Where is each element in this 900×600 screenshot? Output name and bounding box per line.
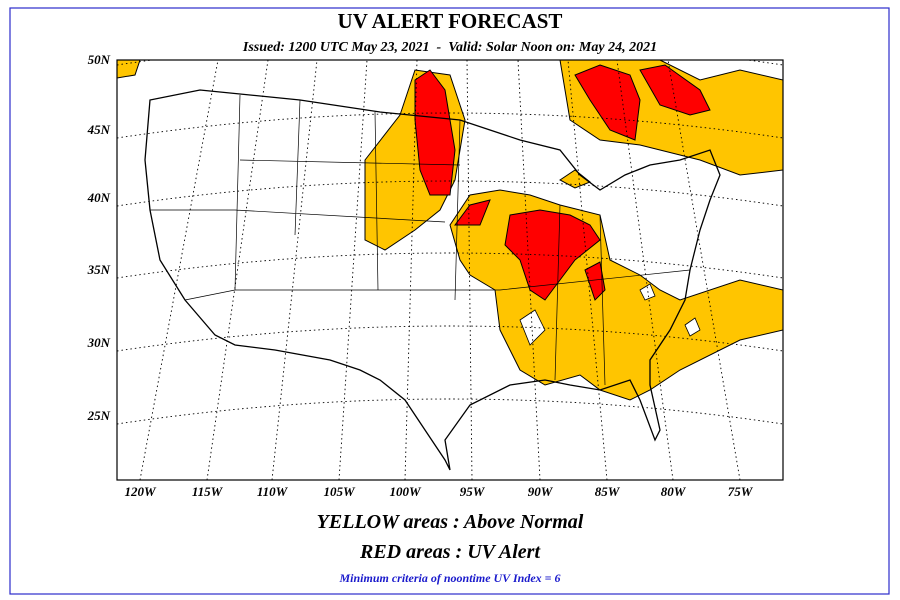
lon-label: 95W <box>460 484 486 499</box>
lat-labels: 50N 45N 40N 35N 30N 25N <box>87 52 111 423</box>
legend-red: RED areas : UV Alert <box>359 541 541 563</box>
lat-label: 40N <box>87 190 111 205</box>
lon-label: 120W <box>124 484 157 499</box>
lat-label: 45N <box>87 122 111 137</box>
red-areas <box>414 64 711 301</box>
us-outline <box>144 89 721 471</box>
lon-labels: 120W 115W 110W 105W 100W 95W 90W 85W 80W… <box>124 484 753 499</box>
footnote: Minimum criteria of noontime UV Index = … <box>339 571 561 585</box>
lon-label: 105W <box>323 484 356 499</box>
subtitle: Issued: 1200 UTC May 23, 2021 - Valid: S… <box>242 40 657 55</box>
lon-label: 110W <box>257 484 289 499</box>
legend-yellow: YELLOW areas : Above Normal <box>317 511 584 533</box>
map-border <box>116 59 784 481</box>
title: UV ALERT FORECAST <box>338 9 563 33</box>
lon-label: 75W <box>728 484 754 499</box>
lon-label: 80W <box>661 484 687 499</box>
frame <box>9 7 890 595</box>
lon-label: 100W <box>389 484 422 499</box>
map <box>116 59 784 481</box>
lon-label: 85W <box>595 484 621 499</box>
lat-label: 50N <box>88 52 111 67</box>
lat-label: 30N <box>87 335 111 350</box>
lon-label: 90W <box>528 484 554 499</box>
lat-label: 25N <box>87 408 111 423</box>
lat-label: 35N <box>87 262 111 277</box>
graticule <box>117 60 783 480</box>
lon-label: 115W <box>192 484 224 499</box>
state-lines <box>150 94 691 386</box>
